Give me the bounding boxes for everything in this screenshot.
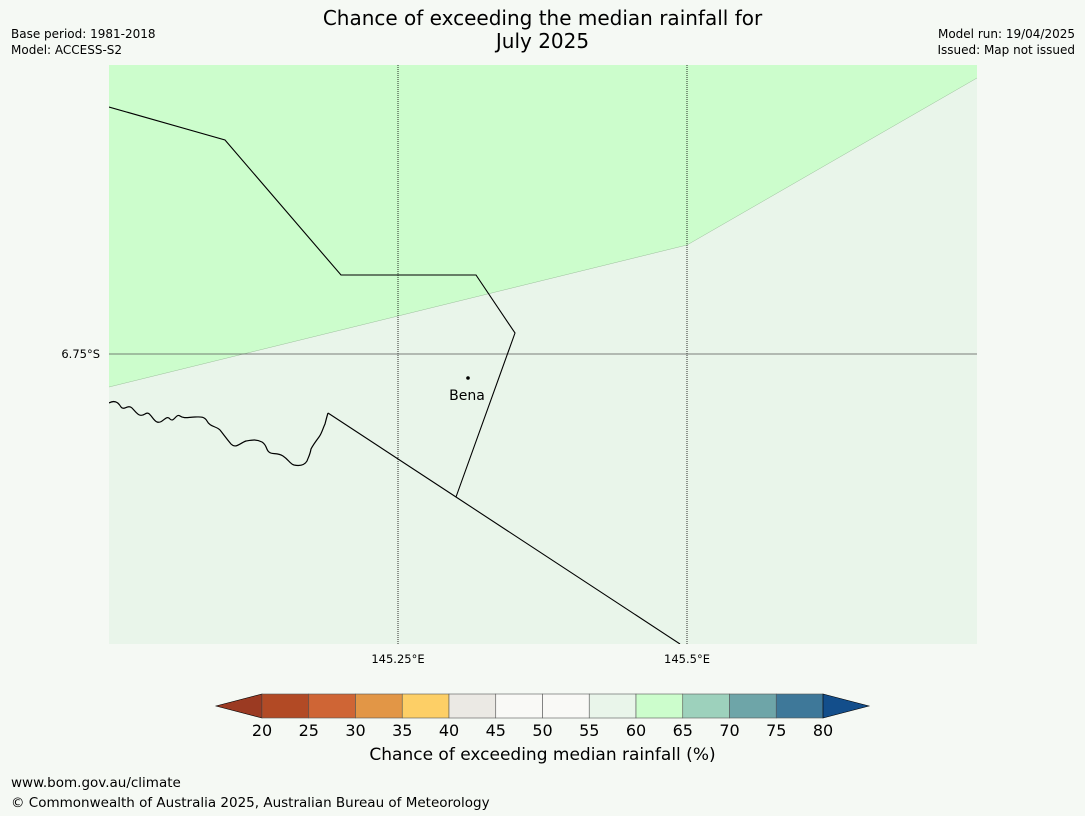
metadata-right: Model run: 19/04/2025 Issued: Map not is… xyxy=(937,26,1075,58)
colorbar-low-arrow xyxy=(214,693,263,719)
colorbar-segment xyxy=(261,693,310,719)
colorbar-segment xyxy=(495,693,543,719)
map-title: Chance of exceeding the median rainfall … xyxy=(0,7,1085,53)
colorbar-segment xyxy=(448,693,497,719)
colorbar xyxy=(214,693,871,719)
colorbar-tick-label: 60 xyxy=(625,721,647,740)
colorbar-segment xyxy=(682,693,730,719)
river-line xyxy=(109,401,329,467)
colorbar-tick-label: 40 xyxy=(438,721,460,740)
boundary-line xyxy=(109,106,516,498)
colorbar-segment xyxy=(542,693,590,719)
base-period-text: Base period: 1981-2018 xyxy=(11,27,156,41)
colorbar-tick-label: 65 xyxy=(672,721,693,740)
colorbar-tick-label: 45 xyxy=(485,721,506,740)
colorbar-segment xyxy=(308,693,356,719)
upper-probability-region xyxy=(109,65,977,387)
colorbar-tick-label: 80 xyxy=(812,721,834,740)
boundary-line xyxy=(327,412,681,644)
map-area xyxy=(109,65,977,644)
issued-text: Issued: Map not issued xyxy=(937,43,1075,57)
model-run-text: Model run: 19/04/2025 xyxy=(937,27,1075,41)
colorbar-segment xyxy=(635,693,684,719)
map-title-line1: Chance of exceeding the median rainfall … xyxy=(322,6,763,30)
metadata-left: Base period: 1981-2018 Model: ACCESS-S2 xyxy=(11,26,156,58)
colorbar-segment xyxy=(775,693,824,719)
latitude-label: 6.75°S xyxy=(61,347,100,361)
bena-marker xyxy=(466,376,470,380)
colorbar-segment xyxy=(729,693,777,719)
model-text: Model: ACCESS-S2 xyxy=(11,43,123,57)
colorbar-tick-label: 75 xyxy=(766,721,787,740)
colorbar-high-arrow xyxy=(822,693,871,719)
colorbar-tick-label: 55 xyxy=(579,721,600,740)
longitude-label-145-25e: 145.25°E xyxy=(371,652,425,666)
colorbar-tick-label: 30 xyxy=(345,721,366,740)
map-title-line2: July 2025 xyxy=(495,29,590,53)
colorbar-label: Chance of exceeding median rainfall (%) xyxy=(369,745,716,765)
footer-url: www.bom.gov.au/climate xyxy=(11,775,181,791)
footer-copyright: © Commonwealth of Australia 2025, Austra… xyxy=(11,795,490,811)
place-label-bena: Bena xyxy=(449,388,485,404)
colorbar-segment xyxy=(588,693,637,719)
colorbar-tick-label: 35 xyxy=(392,721,413,740)
colorbar-tick-label: 20 xyxy=(251,721,273,740)
longitude-label-145-5e: 145.5°E xyxy=(664,652,710,666)
colorbar-segment xyxy=(355,693,403,719)
colorbar-segment xyxy=(401,693,450,719)
colorbar-tick-label: 50 xyxy=(532,721,553,740)
colorbar-tick-label: 70 xyxy=(719,721,740,740)
colorbar-tick-label: 25 xyxy=(298,721,319,740)
